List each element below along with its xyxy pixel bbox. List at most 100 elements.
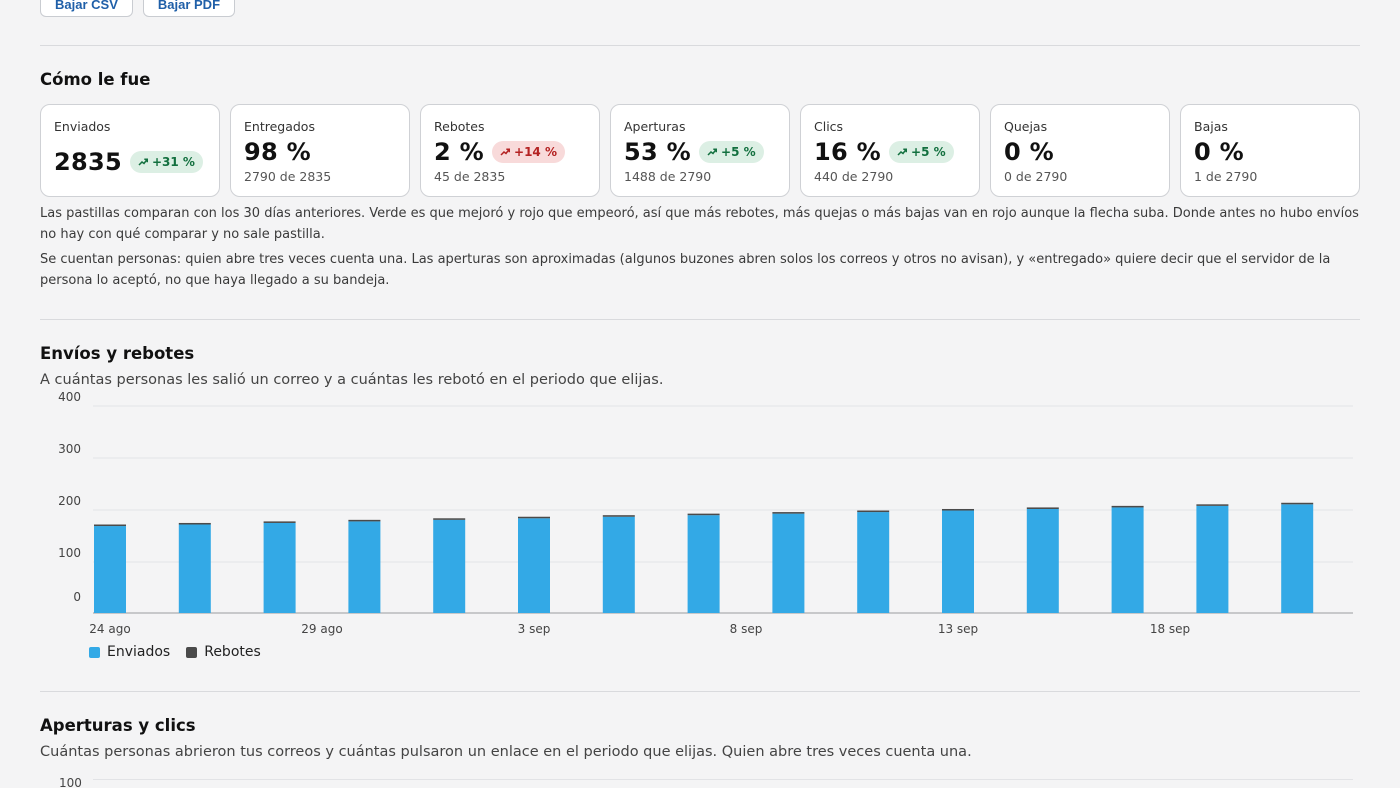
bar-enviados[interactable]: [1281, 504, 1314, 613]
trend-up-icon: [500, 148, 511, 156]
opens-chart-ytick: 100: [59, 776, 82, 788]
divider: [40, 691, 1360, 692]
bar-enviados[interactable]: [1026, 508, 1059, 613]
summary-note-counting: Se cuentan personas: quien abre tres vec…: [40, 252, 1331, 288]
legend-swatch: [186, 646, 198, 658]
stat-card-aperturas: Aperturas 53 % +5 % 1488 de 2790: [610, 104, 790, 197]
bar-rebotes[interactable]: [433, 518, 466, 520]
x-tick-label: 8 sep: [730, 622, 763, 636]
bar-enviados[interactable]: [602, 516, 635, 613]
bar-rebotes[interactable]: [94, 524, 126, 527]
download-csv-button[interactable]: Bajar CSV: [40, 0, 133, 17]
x-tick-label: 24 ago: [89, 622, 130, 636]
delta-pill: +14 %: [492, 141, 565, 163]
stat-card-enviados: Enviados 2835 +31 %: [40, 104, 220, 197]
stat-card-quejas: Quejas 0 % 0 de 2790: [990, 104, 1170, 197]
delta-value: +31 %: [152, 155, 195, 169]
stat-card-rebotes: Rebotes 2 % +14 % 45 de 2835: [420, 104, 600, 197]
y-tick-label: 0: [73, 590, 81, 604]
stat-sub: 1 de 2790: [1194, 169, 1258, 184]
bar-enviados[interactable]: [857, 512, 890, 613]
stat-sub: 45 de 2835: [434, 169, 506, 184]
stat-value-row: 0 %: [1004, 138, 1156, 166]
bar-enviados[interactable]: [518, 518, 550, 613]
stat-label: Entregados: [244, 119, 315, 134]
bar-rebotes[interactable]: [772, 512, 805, 514]
bar-enviados[interactable]: [263, 522, 296, 613]
delta-value: +14 %: [514, 145, 557, 159]
bar-enviados[interactable]: [772, 513, 805, 613]
opens-title: Aperturas y clics: [40, 716, 196, 735]
trend-up-icon: [707, 148, 718, 156]
stat-label: Enviados: [54, 119, 111, 134]
bar-enviados[interactable]: [1111, 507, 1144, 613]
sends-title: Envíos y rebotes: [40, 344, 195, 363]
bar-enviados[interactable]: [942, 510, 974, 613]
divider: [40, 319, 1360, 320]
x-tick-label: 29 ago: [301, 622, 342, 636]
trend-up-icon: [897, 148, 908, 156]
bar-rebotes[interactable]: [263, 521, 296, 523]
stat-label: Bajas: [1194, 119, 1228, 134]
bar-enviados[interactable]: [433, 519, 466, 613]
bar-rebotes[interactable]: [857, 510, 890, 513]
bar-rebotes[interactable]: [518, 516, 550, 519]
bar-rebotes[interactable]: [687, 513, 720, 516]
stat-value: 2 %: [434, 138, 485, 166]
delta-value: +5 %: [721, 145, 756, 159]
stat-label: Clics: [814, 119, 844, 134]
download-pdf-button[interactable]: Bajar PDF: [142, 0, 236, 17]
bar-rebotes[interactable]: [1111, 505, 1144, 508]
stat-label: Quejas: [1004, 119, 1048, 134]
stat-value-row: 2 % +14 %: [434, 138, 586, 166]
legend-swatch: [89, 646, 100, 658]
stat-sub: 1488 de 2790: [624, 169, 712, 184]
delta-pill: +5 %: [699, 141, 764, 163]
stat-card-bajas: Bajas 0 % 1 de 2790: [1180, 104, 1360, 197]
bar-enviados[interactable]: [94, 526, 126, 613]
bar-rebotes[interactable]: [1026, 507, 1059, 509]
legend-label: Rebotes: [204, 644, 261, 660]
legend-label: Enviados: [107, 644, 171, 660]
bar-rebotes[interactable]: [942, 508, 974, 511]
y-tick-label: 400: [58, 390, 81, 404]
stat-value: 0 %: [1004, 138, 1055, 166]
stat-card-entregados: Entregados 98 % 2790 de 2835: [230, 104, 410, 197]
y-tick-label: 100: [58, 546, 81, 560]
sends-subtitle: A cuántas personas les salió un correo y…: [40, 372, 664, 388]
delta-value: +5 %: [911, 145, 946, 159]
stat-sub: 440 de 2790: [814, 169, 894, 184]
summary-note-comparison: Las pastillas comparan con los 30 días a…: [40, 206, 1359, 242]
bar-rebotes[interactable]: [1196, 504, 1229, 506]
bar-enviados[interactable]: [1196, 505, 1229, 613]
stat-value-row: 98 %: [244, 138, 396, 166]
opens-chart-gridline: [93, 779, 1353, 780]
x-tick-label: 3 sep: [518, 622, 551, 636]
bar-rebotes[interactable]: [1281, 502, 1314, 505]
summary-title: Cómo le fue: [40, 70, 151, 89]
y-tick-label: 300: [58, 442, 81, 456]
stat-value: 98 %: [244, 138, 312, 166]
stat-card-clics: Clics 16 % +5 % 440 de 2790: [800, 104, 980, 197]
y-tick-label: 200: [58, 494, 81, 508]
divider: [40, 45, 1360, 46]
bar-rebotes[interactable]: [602, 515, 635, 517]
stat-value: 2835: [54, 148, 122, 176]
stat-value: 16 %: [814, 138, 882, 166]
stat-value-row: 2835 +31 %: [54, 138, 206, 176]
legend-item-enviados[interactable]: Enviados: [89, 644, 170, 660]
stat-value-row: 53 % +5 %: [624, 138, 776, 166]
bar-enviados[interactable]: [687, 515, 720, 613]
stat-cards: Enviados 2835 +31 % Entregados 98 % 2790 de 2…: [40, 104, 1360, 197]
delta-pill: +5 %: [889, 141, 954, 163]
chart-legend: Enviados Rebotes: [89, 644, 261, 660]
bar-rebotes[interactable]: [348, 519, 381, 522]
bar-rebotes[interactable]: [178, 522, 211, 525]
stat-value: 0 %: [1194, 138, 1245, 166]
legend-item-rebotes[interactable]: Rebotes: [186, 644, 261, 660]
bar-enviados[interactable]: [178, 524, 211, 613]
bar-enviados[interactable]: [348, 521, 381, 613]
stat-value-row: 16 % +5 %: [814, 138, 966, 166]
